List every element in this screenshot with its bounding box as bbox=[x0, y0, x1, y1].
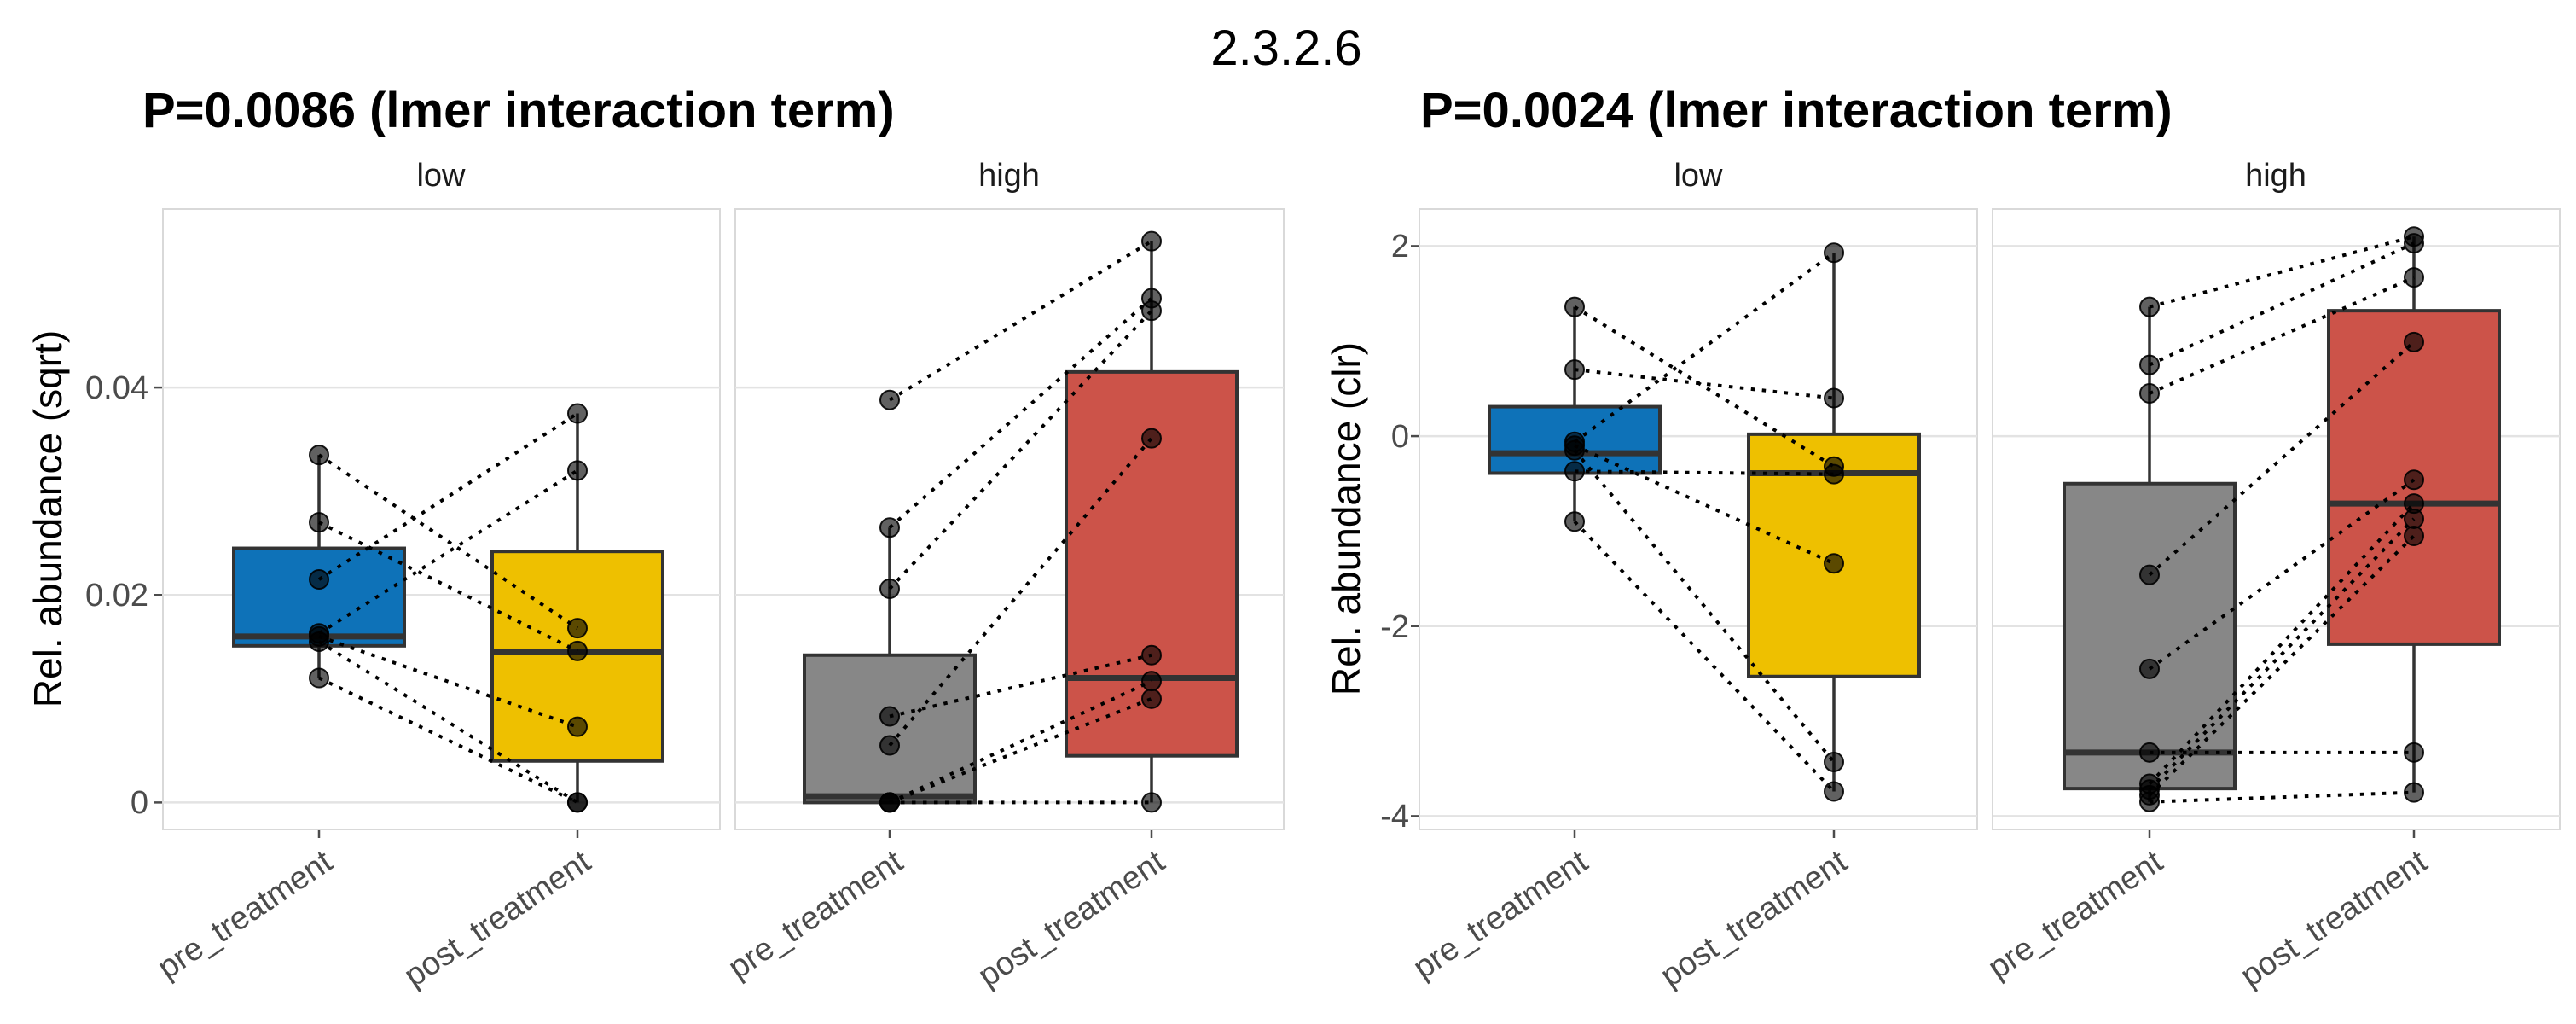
data-point-post bbox=[1141, 792, 1162, 813]
data-point-post bbox=[2404, 782, 2424, 803]
data-point-pre bbox=[1564, 296, 1585, 317]
data-point-pre bbox=[879, 792, 900, 813]
data-point-pre bbox=[2139, 354, 2160, 375]
pair-line bbox=[888, 309, 1153, 591]
plot-clr-y-axis-title: Rel. abundance (clr) bbox=[1324, 342, 1368, 695]
pair-line bbox=[888, 297, 1153, 529]
data-point-pre bbox=[2139, 296, 2160, 317]
pair-line bbox=[1574, 444, 1835, 566]
y-tick-label-clr-neg4: -4 bbox=[1380, 799, 1409, 835]
data-point-post bbox=[1141, 688, 1162, 709]
data-point-pre bbox=[1564, 359, 1585, 381]
data-point-post bbox=[1141, 300, 1162, 322]
data-point-post bbox=[567, 403, 588, 424]
data-point-post bbox=[1141, 644, 1162, 666]
data-point-pre bbox=[879, 735, 900, 756]
facet-label-sqrt-high: high bbox=[978, 158, 1040, 194]
plot-sqrt-y-axis-title: Rel. abundance (sqrt) bbox=[26, 330, 70, 707]
data-point-post bbox=[2404, 508, 2424, 529]
data-point-post bbox=[1141, 671, 1162, 692]
data-point-post bbox=[1824, 387, 1844, 409]
x-tick-label-sqrt-high-post: post_treatment bbox=[972, 843, 1171, 994]
data-point-pre bbox=[1564, 461, 1585, 482]
plot-marks-layer bbox=[154, 208, 2561, 838]
data-point-post bbox=[1824, 463, 1844, 485]
pair-line bbox=[889, 696, 1152, 805]
x-tick-label-sqrt-high-pre: pre_treatment bbox=[722, 843, 909, 986]
data-point-pre bbox=[309, 631, 329, 652]
data-point-post bbox=[2404, 331, 2424, 352]
pair-line bbox=[2148, 517, 2416, 791]
data-point-pre bbox=[879, 578, 900, 599]
y-tick-label-clr-neg2: -2 bbox=[1380, 609, 1409, 645]
data-point-pre bbox=[309, 569, 329, 591]
data-point-pre bbox=[879, 389, 900, 410]
data-point-pre bbox=[309, 445, 329, 466]
data-point-pre bbox=[309, 667, 329, 689]
box-high-pre_treatment bbox=[803, 653, 977, 805]
y-tick-label-sqrt-0: 0 bbox=[131, 785, 148, 821]
data-point-pre bbox=[2139, 658, 2160, 679]
data-point-post bbox=[1824, 242, 1844, 264]
data-point-post bbox=[567, 716, 588, 737]
plot-sqrt-title: P=0.0086 (lmer interaction term) bbox=[142, 83, 895, 138]
y-tick-label-sqrt-004: 0.04 bbox=[85, 370, 148, 406]
data-point-post bbox=[1824, 553, 1844, 574]
data-point-post bbox=[1141, 230, 1162, 252]
pair-line bbox=[2149, 276, 2415, 395]
data-point-post bbox=[1141, 428, 1162, 449]
data-point-pre bbox=[2139, 791, 2160, 812]
pair-line bbox=[317, 411, 579, 581]
pair-line bbox=[317, 453, 579, 630]
data-point-pre bbox=[879, 706, 900, 727]
data-point-pre bbox=[309, 512, 329, 533]
facet-label-sqrt-low: low bbox=[416, 158, 466, 194]
pair-line bbox=[889, 679, 1152, 805]
x-tick-label-clr-high-post: post_treatment bbox=[2234, 843, 2434, 994]
facet-label-clr-low: low bbox=[1674, 158, 1723, 194]
data-point-post bbox=[567, 460, 588, 481]
data-point-post bbox=[2404, 525, 2424, 546]
x-tick-label-clr-high-pre: pre_treatment bbox=[1981, 843, 2169, 986]
y-tick-label-clr-0: 0 bbox=[1391, 419, 1409, 455]
pair-line bbox=[889, 653, 1152, 719]
figure-title: 2.3.2.6 bbox=[1210, 20, 1361, 76]
data-point-post bbox=[567, 640, 588, 661]
pair-line bbox=[1573, 520, 1836, 793]
x-tick-label-clr-low-post: post_treatment bbox=[1654, 843, 1854, 994]
facet-label-clr-high: high bbox=[2245, 158, 2306, 194]
data-point-post bbox=[2404, 742, 2424, 763]
data-point-pre bbox=[1564, 439, 1585, 461]
pair-line bbox=[318, 521, 578, 653]
data-point-post bbox=[2404, 469, 2424, 491]
data-point-post bbox=[1824, 751, 1844, 772]
data-point-post bbox=[567, 792, 588, 813]
data-point-pre bbox=[2139, 564, 2160, 585]
pair-line bbox=[2149, 241, 2415, 367]
pair-line bbox=[2148, 340, 2416, 577]
x-tick-label-clr-low-pre: pre_treatment bbox=[1407, 843, 1594, 986]
pair-line bbox=[1573, 449, 1836, 764]
data-point-pre bbox=[2139, 382, 2160, 404]
y-tick-label-clr-2: 2 bbox=[1391, 229, 1409, 265]
pair-line bbox=[888, 437, 1153, 747]
pair-line bbox=[888, 239, 1153, 402]
data-point-post bbox=[567, 618, 588, 639]
pair-line bbox=[318, 634, 578, 729]
x-tick-label-sqrt-low-pre: pre_treatment bbox=[151, 843, 339, 986]
pair-line bbox=[318, 676, 578, 805]
pair-line bbox=[2149, 235, 2415, 309]
data-point-pre bbox=[2139, 742, 2160, 763]
plot-clr-title: P=0.0024 (lmer interaction term) bbox=[1420, 83, 2173, 138]
data-point-post bbox=[2404, 233, 2424, 254]
data-point-pre bbox=[1564, 511, 1585, 532]
y-tick-label-sqrt-002: 0.02 bbox=[85, 578, 148, 614]
data-point-pre bbox=[879, 517, 900, 538]
pair-line bbox=[1573, 251, 1836, 444]
data-point-post bbox=[1824, 781, 1844, 802]
x-tick-label-sqrt-low-post: post_treatment bbox=[397, 843, 597, 994]
data-point-post bbox=[2404, 267, 2424, 288]
